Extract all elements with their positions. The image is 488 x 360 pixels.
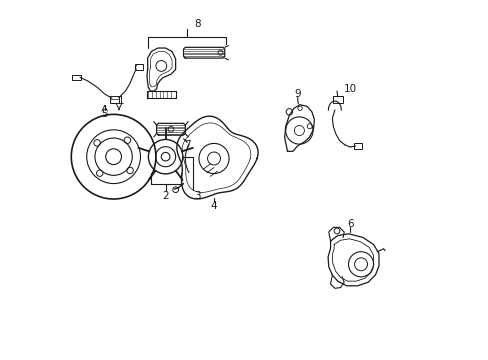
Text: 4: 4 — [210, 201, 217, 211]
Bar — [110, 96, 119, 103]
Text: 5: 5 — [101, 109, 108, 119]
Text: 1: 1 — [117, 96, 124, 106]
FancyBboxPatch shape — [135, 64, 143, 70]
Text: 9: 9 — [294, 89, 300, 99]
Text: 3: 3 — [194, 191, 201, 201]
Text: 10: 10 — [343, 84, 356, 94]
Text: 8: 8 — [194, 19, 201, 29]
Text: 7: 7 — [184, 140, 191, 150]
Text: 2: 2 — [162, 191, 169, 201]
FancyBboxPatch shape — [72, 75, 81, 80]
FancyBboxPatch shape — [353, 143, 362, 149]
Text: 6: 6 — [346, 219, 353, 229]
FancyBboxPatch shape — [333, 96, 342, 103]
